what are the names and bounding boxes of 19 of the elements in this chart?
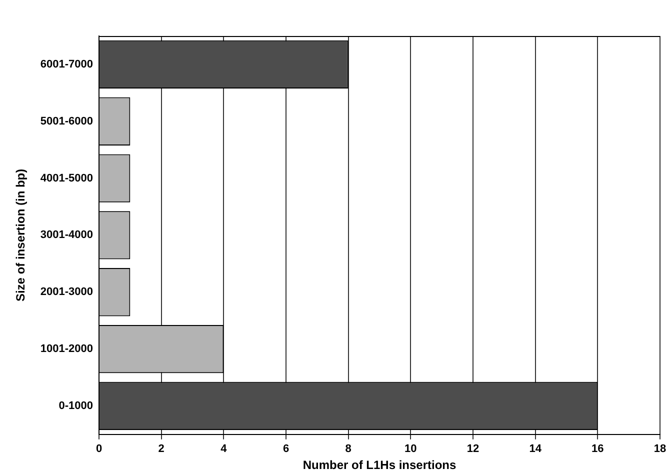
y-tick-label: 0-1000 (58, 400, 94, 412)
x-tick-label: 0 (96, 443, 102, 456)
x-tick-label: 14 (529, 443, 542, 456)
x-tick-label: 12 (466, 443, 480, 456)
y-tick-label: 2001-3000 (40, 286, 94, 298)
x-tick-label: 16 (592, 443, 604, 456)
x-tick-label: 2 (158, 443, 164, 456)
y-tick-label: 4001-5000 (40, 172, 94, 184)
y-tick-label: 3001-4000 (40, 229, 94, 242)
x-tick-label: 18 (654, 443, 666, 456)
x-tick-label: 8 (345, 443, 352, 456)
y-axis-title: Size of insertion (in bp) (14, 168, 28, 302)
x-axis-title: Number of L1Hs insertions (302, 458, 457, 472)
y-tick-label: 1001-2000 (40, 343, 94, 356)
x-tick-label: 4 (220, 443, 228, 456)
x-tick-label: 10 (404, 443, 417, 456)
y-tick-label: 6001-7000 (40, 58, 94, 70)
x-tick-label: 6 (282, 443, 290, 456)
y-tick-label: 5001-6000 (40, 115, 94, 128)
